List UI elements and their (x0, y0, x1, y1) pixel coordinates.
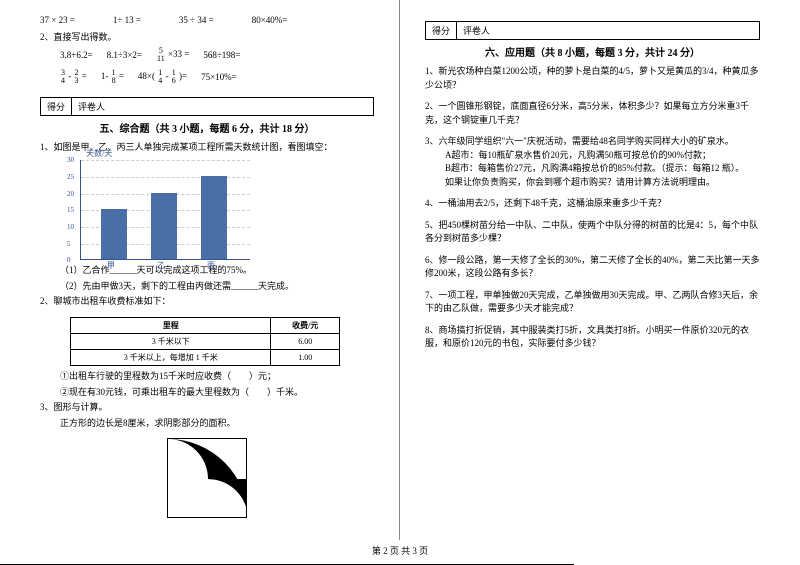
q6-8: 8、商场搞打折促销，其中服装类打5折，文具类打8折。小明买一件原价320元的衣服… (425, 324, 760, 351)
eq: 1÷ 13 = (113, 15, 141, 25)
eq: 37 × 23 = (40, 15, 75, 25)
q5-1b: （2）先由甲做3天，剩下的工程由丙做还需______天完成。 (40, 280, 374, 293)
eq-row-3: 34 - 23 = 1- 18 = 48×( 14 - 16 )= 75×10%… (60, 69, 374, 85)
y-tick: 20 (67, 190, 74, 198)
y-tick: 30 (67, 156, 74, 164)
score-box: 得分 评卷人 (425, 21, 760, 40)
chart-bar (101, 209, 127, 259)
table-head: 收费/元 (271, 317, 340, 333)
q5-3: 3、图形与计算。 (40, 401, 374, 414)
eq: 75×10%= (201, 72, 237, 82)
y-tick: 15 (67, 206, 74, 214)
grader-label: 评卷人 (456, 22, 496, 39)
eq: 568÷198= (203, 50, 240, 60)
chart-bar (201, 176, 227, 259)
section-5-title: 五、综合题（共 3 小题，每题 6 分，共计 18 分） (40, 120, 374, 135)
eq-row-1: 37 × 23 = 1÷ 13 = 35 ÷ 34 = 80×40%= (40, 15, 374, 25)
right-column: 得分 评卷人 六、应用题（共 8 小题，每题 3 分，共计 24 分） 1、新光… (400, 0, 800, 540)
x-tick: 乙 (157, 260, 165, 271)
grader-label: 评卷人 (71, 98, 111, 115)
table-cell: 6.00 (271, 333, 340, 349)
section-6-title: 六、应用题（共 8 小题，每题 3 分，共计 24 分） (425, 44, 760, 59)
q6-2: 2、一个圆锥形钢锭，底面直径6分米，高5分米，体积多少？如果每立方分米重3千克，… (425, 100, 760, 127)
eq: 511 ×33 = (156, 47, 189, 63)
y-axis-label: 天数/天 (86, 148, 112, 159)
table-cell: 1.00 (271, 349, 340, 365)
eq: 35 ÷ 34 = (179, 15, 214, 25)
eq: 8.1÷3×2= (107, 50, 142, 60)
frac-eq: 48×( 14 - 16 )= (138, 69, 187, 85)
q2-label: 2、直接写出得数。 (40, 31, 374, 44)
chart-bar (151, 193, 177, 260)
score-label: 得分 (426, 22, 456, 39)
frac-eq: 1- 18 = (101, 69, 124, 85)
y-tick: 0 (67, 256, 71, 264)
eq: 80×40%= (252, 15, 288, 25)
q5-2a: ①出租车行驶的里程数为15千米时应收费（ ）元； (40, 370, 374, 383)
fare-table: 里程 收费/元 3 千米以下 6.00 3 千米以上，每增加 1 千米 1.00 (70, 317, 340, 366)
q6-3: 3、六年级同学组织"六一"庆祝活动，需要给48名同学购买同样大小的矿泉水。 A超… (425, 135, 760, 189)
table-head: 里程 (71, 317, 271, 333)
left-column: 37 × 23 = 1÷ 13 = 35 ÷ 34 = 80×40%= 2、直接… (0, 0, 400, 540)
y-tick: 25 (67, 173, 74, 181)
frac-eq: 34 - 23 = (60, 69, 87, 85)
y-tick: 5 (67, 240, 71, 248)
q5-2: 2、聊城市出租车收费标准如下： (40, 295, 374, 308)
q5-3a: 正方形的边长是8厘米，求阴影部分的面积。 (40, 417, 374, 430)
q6-4: 4、一桶油用去2/5，还剩下48千克，这桶油原来重多少千克？ (425, 197, 760, 211)
q6-6: 6、修一段公路，第一天修了全长的30%，第二天修了全长的40%，第二天比第一天多… (425, 254, 760, 281)
table-cell: 3 千米以下 (71, 333, 271, 349)
q5-2b: ②现在有30元钱，可乘出租车的最大里程数为（ ）千米。 (40, 386, 374, 399)
eq-row-2: 3.8+6.2= 8.1÷3×2= 511 ×33 = 568÷198= (60, 47, 374, 63)
x-tick: 丙 (207, 260, 215, 271)
geometry-figure (167, 438, 247, 518)
y-tick: 10 (67, 223, 74, 231)
x-tick: 甲 (107, 260, 115, 271)
eq: 3.8+6.2= (60, 50, 93, 60)
score-label: 得分 (41, 98, 71, 115)
q6-1: 1、新光农场种白菜1200公顷，种的萝卜是白菜的4/5，萝卜又是黄瓜的3/4，种… (425, 65, 760, 92)
q6-7: 7、一项工程，甲单独做20天完成，乙单独做用30天完成。甲、乙两队合修3天后，余… (425, 289, 760, 316)
table-cell: 3 千米以上，每增加 1 千米 (71, 349, 271, 365)
bar-chart: 天数/天 051015202530甲乙丙 (80, 160, 250, 260)
score-box: 得分 评卷人 (40, 97, 374, 116)
page-footer: 第 2 页 共 3 页 (0, 540, 800, 565)
q6-5: 5、把450棵树苗分给一中队、二中队，使两个中队分得的树苗的比是4：5，每个中队… (425, 219, 760, 246)
